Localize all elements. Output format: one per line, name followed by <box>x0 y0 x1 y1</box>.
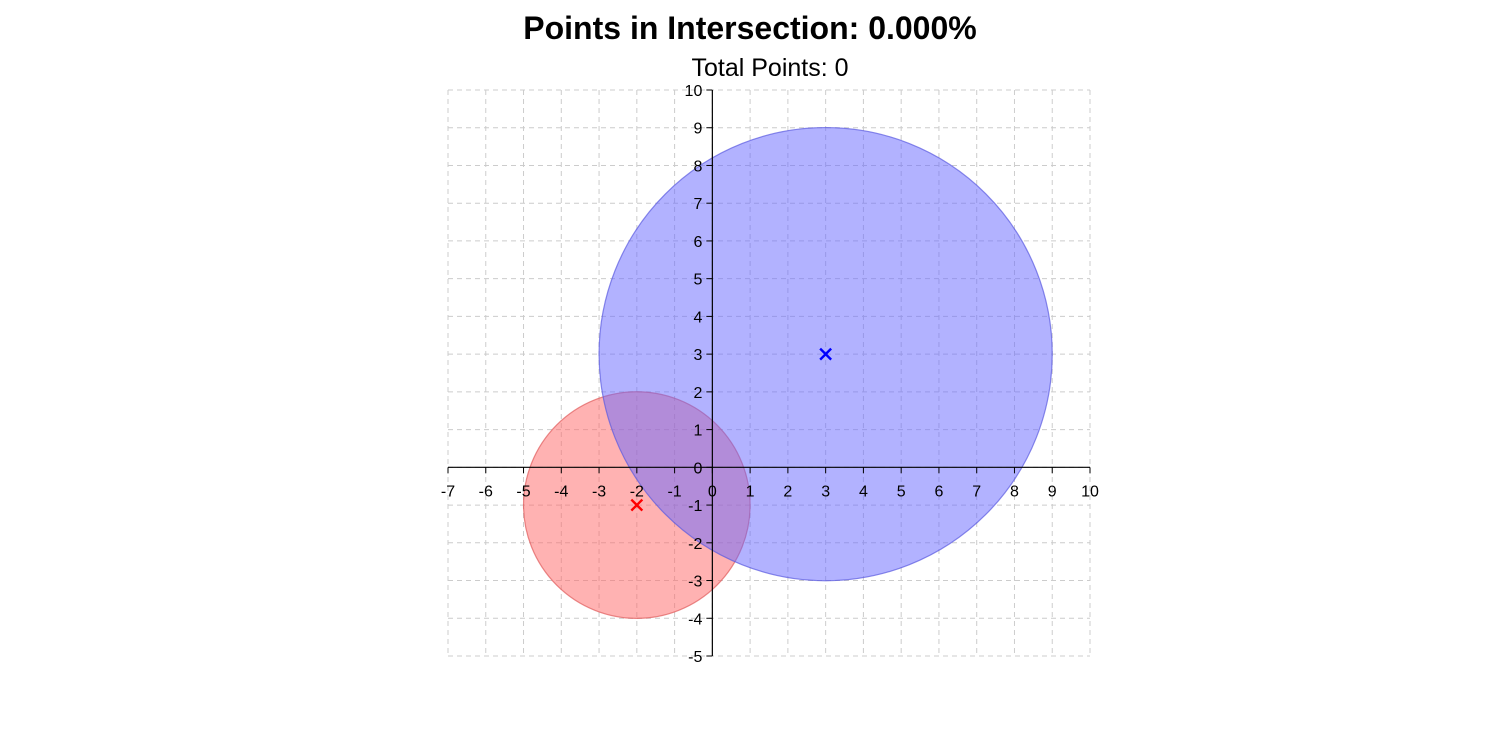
y-tick-label: -4 <box>688 611 702 628</box>
y-tick-label: 0 <box>693 460 702 477</box>
x-tick-label: 1 <box>746 483 755 500</box>
x-tick-label: 0 <box>708 483 717 500</box>
x-tick-label: -1 <box>667 483 681 500</box>
x-tick-label: 7 <box>972 483 981 500</box>
axis-layer: -7 -6 -5 -4 -3 -2 -1 0 1 2 3 4 5 6 7 8 9 10 -5 -4 -3 -2 -1 0 1 2 3… <box>441 83 1099 666</box>
x-tick-label: -7 <box>441 483 455 500</box>
chart-subtitle: Total Points: 0 <box>691 54 849 82</box>
y-tick-label: -1 <box>688 498 702 515</box>
center-marker-1 <box>819 347 832 361</box>
y-tick-label: -3 <box>688 574 702 591</box>
y-tick-label: 3 <box>693 347 702 364</box>
x-tick-label: 3 <box>821 483 830 500</box>
x-tick-label: 4 <box>859 483 868 500</box>
chart-title: Points in Intersection: 0.000% <box>523 10 977 46</box>
x-tick-label: 10 <box>1081 483 1099 500</box>
x-tick-label: -6 <box>479 483 493 500</box>
center-marker-stroke <box>819 347 832 361</box>
y-tick-label: 8 <box>693 158 702 175</box>
x-tick-label: -2 <box>630 483 644 500</box>
circle-layer <box>522 126 1053 619</box>
x-tick-label: 5 <box>897 483 906 500</box>
y-tick-label: 9 <box>693 121 702 138</box>
y-tick-label: 1 <box>693 423 702 440</box>
center-marker-stroke <box>630 498 644 512</box>
y-tick-label: 5 <box>693 272 702 289</box>
y-tick-label: -5 <box>688 649 702 666</box>
y-tick-label: -2 <box>688 536 702 553</box>
x-tick-label: 9 <box>1048 483 1057 500</box>
marker-layer <box>630 347 832 512</box>
x-tick-label: 6 <box>934 483 943 500</box>
y-tick-label: 4 <box>693 309 702 326</box>
x-tick-label: -3 <box>592 483 606 500</box>
y-tick-label: 6 <box>693 234 702 251</box>
x-tick-label: -5 <box>516 483 530 500</box>
y-tick-label: 2 <box>693 385 702 402</box>
y-tick-label: 7 <box>693 196 702 213</box>
center-marker-0 <box>630 498 644 512</box>
x-tick-label: 2 <box>783 483 792 500</box>
x-tick-label: -4 <box>554 483 568 500</box>
x-tick-label: 8 <box>1010 483 1019 500</box>
y-tick-label: 10 <box>685 83 703 100</box>
